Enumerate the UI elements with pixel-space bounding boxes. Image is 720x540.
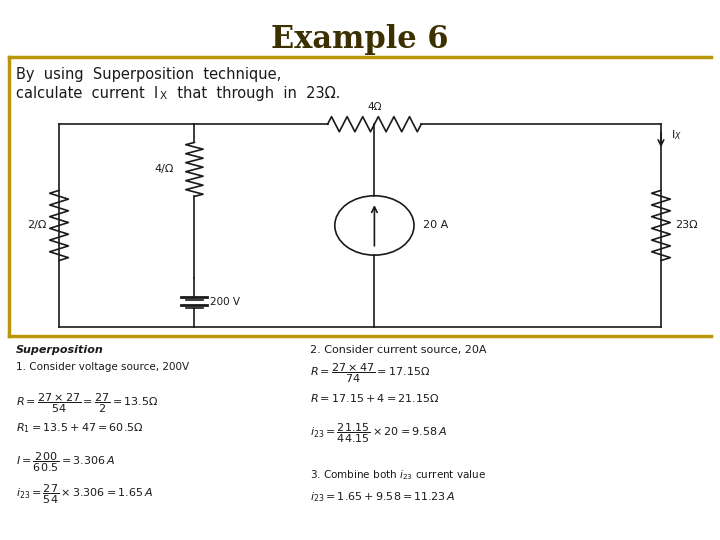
Text: calculate  current  I: calculate current I	[16, 86, 158, 102]
Text: Superposition: Superposition	[16, 345, 104, 355]
Text: $i_{23} = \dfrac{27}{54} \times 3.306 = 1.65\,A$: $i_{23} = \dfrac{27}{54} \times 3.306 = …	[16, 482, 153, 505]
Text: $R = 17.15 + 4 = 21.15\Omega$: $R = 17.15 + 4 = 21.15\Omega$	[310, 392, 439, 403]
Text: 20 A: 20 A	[423, 220, 448, 231]
Text: By  using  Superposition  technique,: By using Superposition technique,	[16, 68, 281, 83]
Text: $R_1 = 13.5 + 47 = 60.5\Omega$: $R_1 = 13.5 + 47 = 60.5\Omega$	[16, 421, 143, 435]
Text: I$_X$: I$_X$	[671, 128, 682, 142]
Text: 4/Ω: 4/Ω	[155, 164, 174, 174]
Text: 200 V: 200 V	[210, 298, 240, 307]
Text: $R = \dfrac{27 \times 47}{74} = 17.15\Omega$: $R = \dfrac{27 \times 47}{74} = 17.15\Om…	[310, 362, 430, 385]
Text: $i_{23} = \dfrac{21.15}{44.15} \times 20 = 9.58\,A$: $i_{23} = \dfrac{21.15}{44.15} \times 20…	[310, 421, 446, 444]
Text: 1. Consider voltage source, 200V: 1. Consider voltage source, 200V	[16, 362, 189, 372]
Text: $R = \dfrac{27 \times 27}{54} = \dfrac{27}{2} = 13.5\Omega$: $R = \dfrac{27 \times 27}{54} = \dfrac{2…	[16, 392, 158, 415]
Text: 3. Combine both $i_{23}$ current value: 3. Combine both $i_{23}$ current value	[310, 468, 486, 482]
Text: 2/Ω: 2/Ω	[27, 220, 46, 231]
Text: Example 6: Example 6	[271, 24, 449, 55]
Text: X: X	[160, 91, 167, 101]
Text: 4Ω: 4Ω	[367, 102, 382, 112]
Text: $i_{23} = 1.65 + 9.58 = 11.23\,A$: $i_{23} = 1.65 + 9.58 = 11.23\,A$	[310, 490, 455, 504]
Text: 23Ω: 23Ω	[675, 220, 698, 231]
Text: $I = \dfrac{200}{60.5} = 3.306\,A$: $I = \dfrac{200}{60.5} = 3.306\,A$	[16, 451, 115, 474]
Text: that  through  in  23Ω.: that through in 23Ω.	[168, 86, 341, 102]
Text: 2. Consider current source, 20A: 2. Consider current source, 20A	[310, 345, 486, 355]
